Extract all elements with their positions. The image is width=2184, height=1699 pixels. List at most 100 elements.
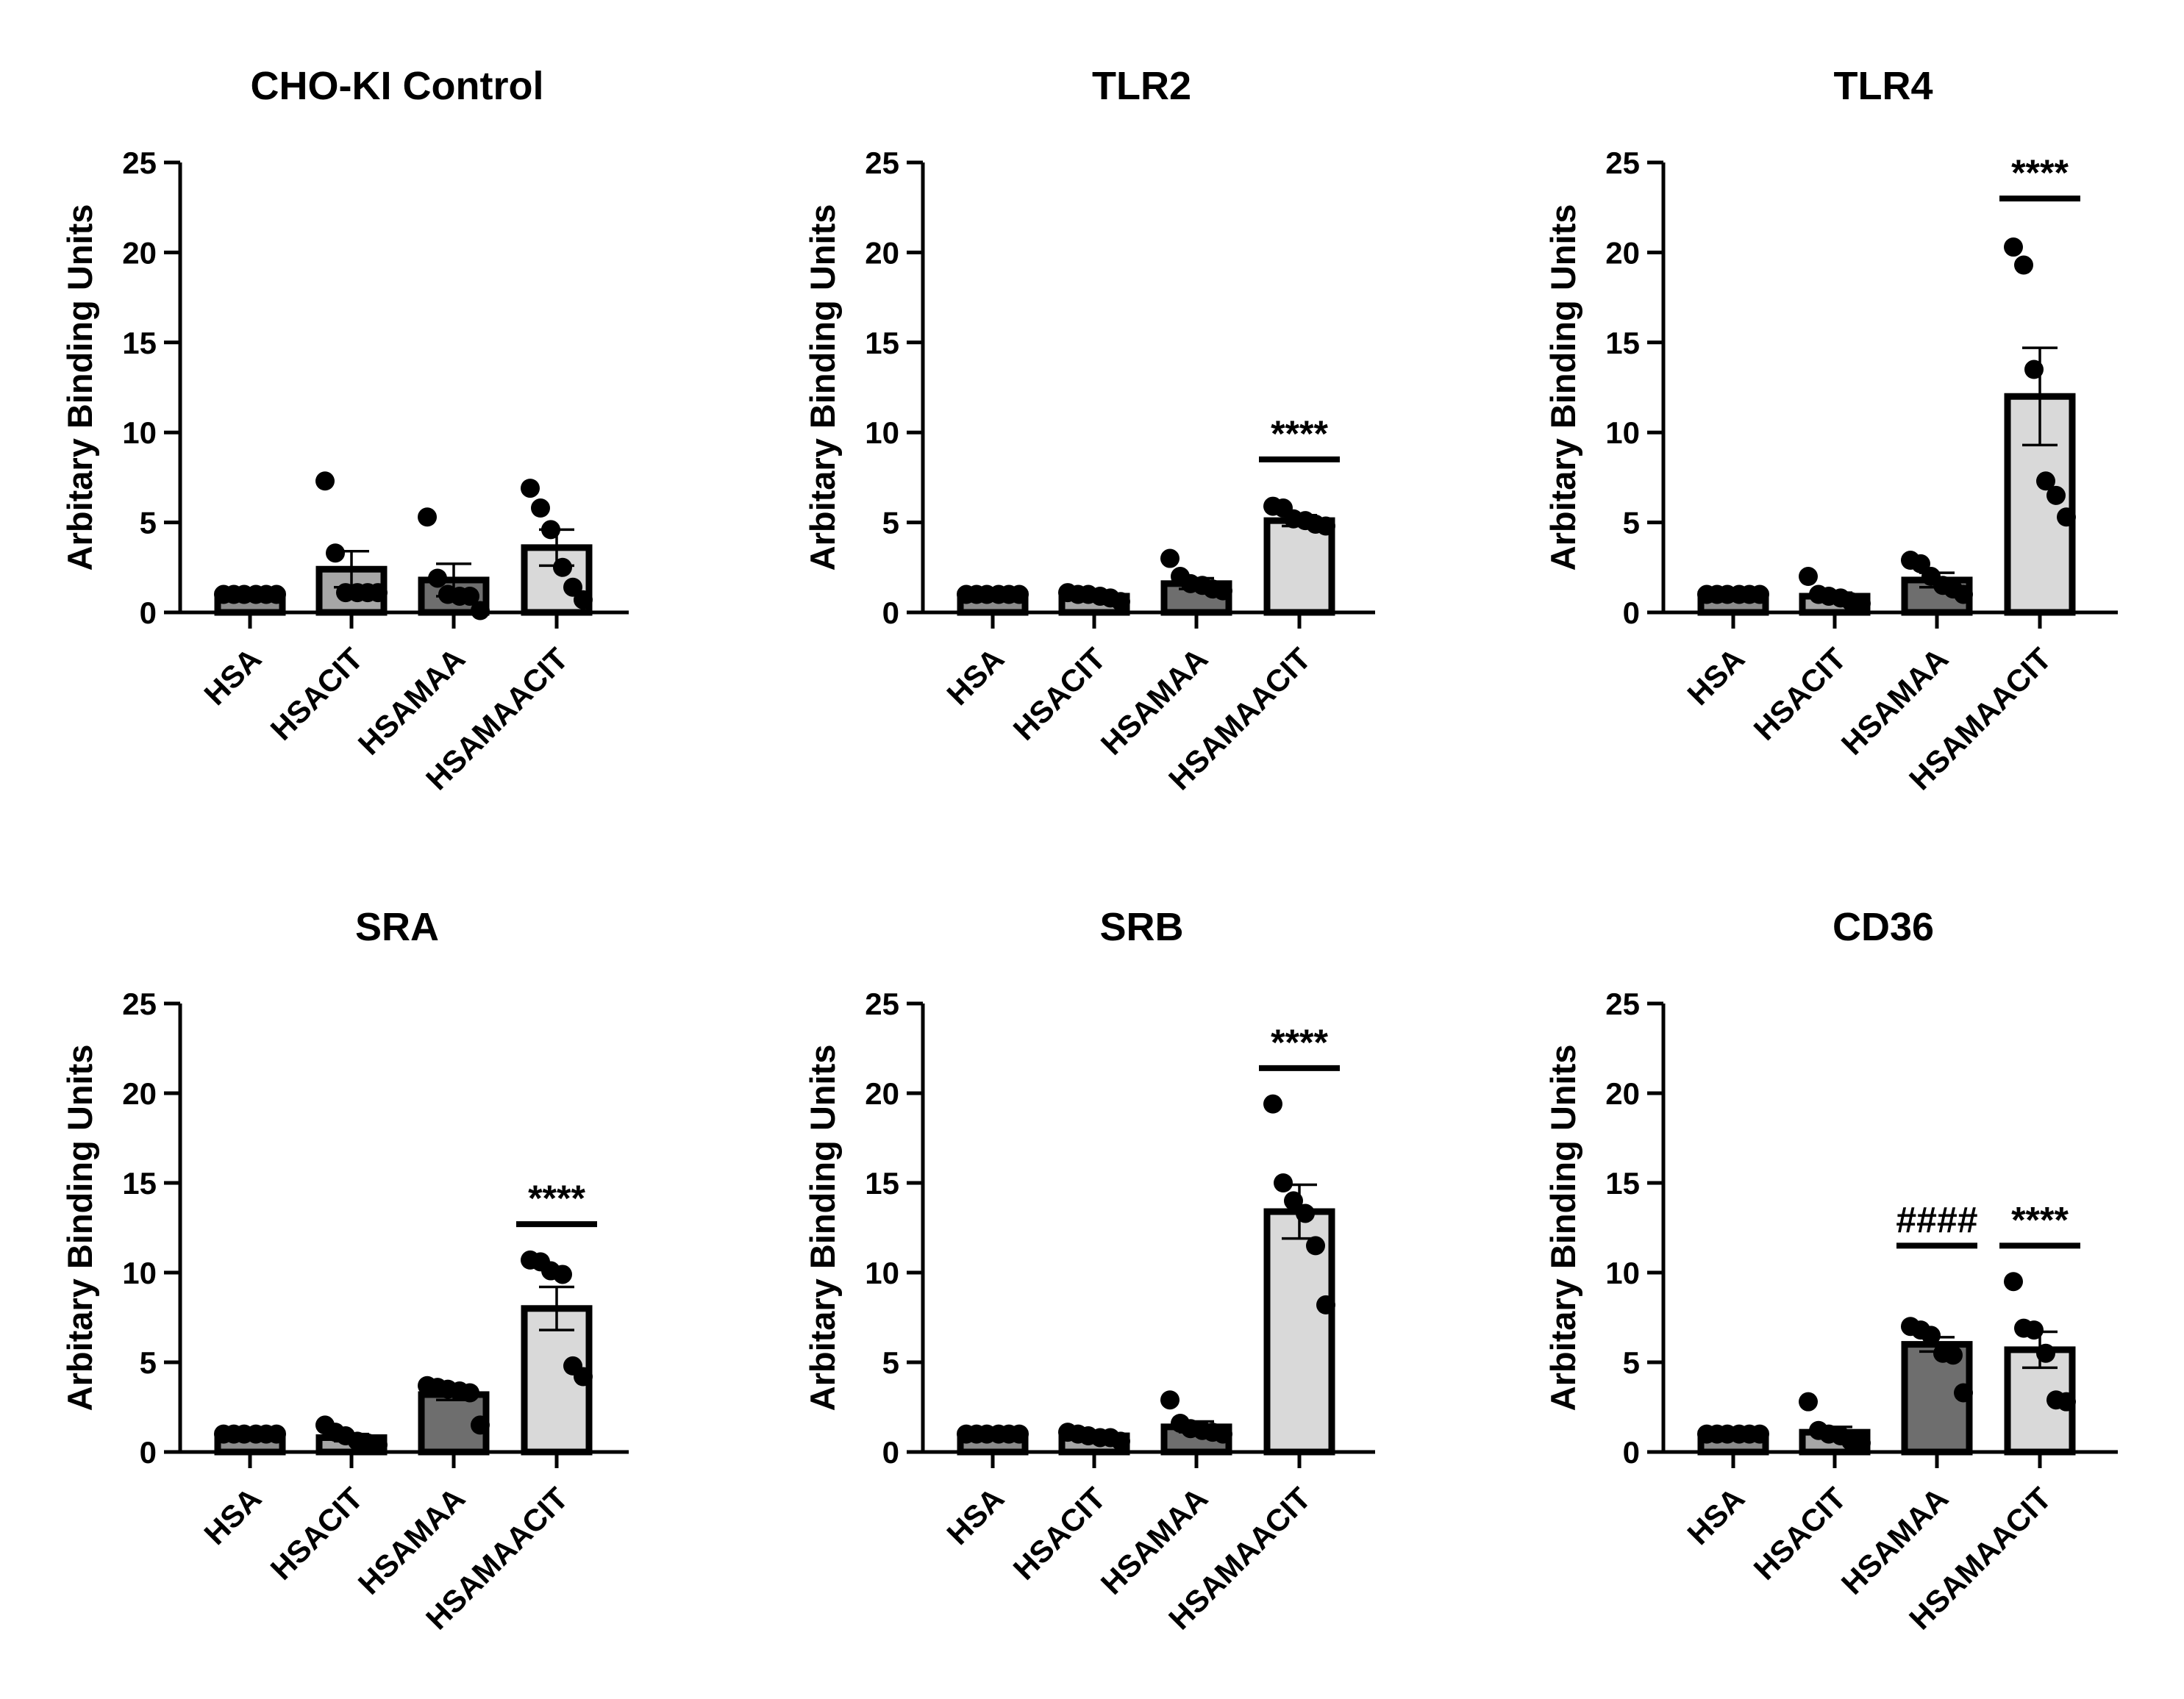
data-point [531, 498, 550, 518]
data-point [574, 1367, 593, 1387]
data-point [1954, 1383, 1973, 1403]
y-tick-label: 10 [865, 415, 899, 450]
y-tick-label: 0 [1623, 595, 1640, 630]
data-point [1263, 1094, 1282, 1114]
y-tick-label: 10 [122, 1256, 157, 1290]
data-point [1921, 1326, 1941, 1345]
data-point [2004, 1272, 2023, 1292]
chart-panel-3: SRA Arbitary Binding Units 0 5 10 15 20 25 HSAHS… [60, 905, 629, 1637]
data-point [1111, 592, 1130, 612]
y-axis-label: Arbitary Binding Units [60, 204, 99, 571]
data-point [1852, 593, 1871, 613]
y-tick-label: 25 [1605, 987, 1640, 1021]
data-point [1799, 1392, 1818, 1412]
data-point [460, 1383, 479, 1403]
y-tick-label: 20 [1605, 235, 1640, 270]
y-tick-label: 15 [865, 1166, 899, 1201]
data-point [1911, 554, 1930, 573]
x-tick-label: HSACIT [1007, 641, 1113, 747]
chart-title: SRB [1099, 905, 1183, 949]
x-tick-label: HSACIT [1747, 1481, 1853, 1587]
significance-label: **** [1271, 413, 1328, 454]
y-tick-label: 25 [122, 146, 157, 180]
y-tick-label: 25 [865, 146, 899, 180]
significance-label: **** [528, 1178, 585, 1219]
y-axis-label: Arbitary Binding Units [1544, 204, 1582, 571]
y-tick-label: 5 [140, 506, 157, 540]
chart-title: SRA [355, 905, 439, 949]
chart-title: TLR4 [1834, 64, 1933, 108]
data-point [368, 583, 388, 603]
data-point [2057, 507, 2076, 527]
data-point [1944, 1345, 1963, 1365]
y-tick-label: 10 [1605, 415, 1640, 450]
data-point [1799, 567, 1818, 587]
y-tick-label: 10 [1605, 1256, 1640, 1290]
significance-label: **** [2011, 152, 2069, 193]
data-point [1274, 1173, 1293, 1192]
chart-panel-0: CHO-KI Control Arbitary Binding Units 0 5 10… [60, 64, 629, 797]
y-tick-label: 25 [865, 987, 899, 1021]
data-point [460, 586, 479, 606]
data-point [428, 568, 447, 588]
y-tick-label: 15 [865, 326, 899, 360]
chart-panel-5: CD36 Arbitary Binding Units 0 5 10 15 20 25 HSAH… [1544, 905, 2118, 1637]
data-point [1284, 1191, 1303, 1211]
y-axis-label: Arbitary Binding Units [60, 1045, 99, 1412]
y-tick-label: 5 [1623, 1345, 1640, 1380]
data-point [553, 557, 572, 577]
data-point [1852, 1433, 1871, 1453]
data-point [1160, 1390, 1180, 1410]
data-point [471, 601, 490, 620]
data-point [1213, 1424, 1232, 1444]
y-tick-label: 20 [122, 1076, 157, 1111]
significance-label: **** [1271, 1022, 1328, 1063]
y-tick-label: 10 [122, 415, 157, 450]
y-tick-label: 15 [1605, 1166, 1640, 1201]
x-tick-label: HSACIT [1747, 641, 1853, 747]
y-tick-label: 5 [882, 1345, 899, 1380]
data-point [267, 584, 286, 604]
data-point [471, 1415, 490, 1435]
y-tick-label: 0 [1623, 1435, 1640, 1470]
data-point [418, 507, 437, 527]
y-tick-label: 20 [1605, 1076, 1640, 1111]
data-point [2036, 1343, 2055, 1363]
data-point [2004, 237, 2023, 257]
x-tick-label: HSACIT [264, 641, 370, 747]
y-tick-label: 25 [122, 987, 157, 1021]
data-point [574, 590, 593, 609]
y-tick-label: 15 [1605, 326, 1640, 360]
data-point [2024, 360, 2044, 379]
y-tick-label: 20 [865, 235, 899, 270]
data-point [2024, 1320, 2044, 1340]
x-tick-label: HSACIT [264, 1481, 370, 1587]
y-tick-label: 5 [140, 1345, 157, 1380]
data-point [563, 577, 582, 597]
chart-panel-2: TLR4 Arbitary Binding Units 0 5 10 15 20 25 HSAH… [1544, 64, 2118, 797]
data-point [521, 479, 540, 498]
data-point [1213, 581, 1232, 601]
y-axis-label: Arbitary Binding Units [803, 204, 842, 571]
chart-panel-4: SRB Arbitary Binding Units 0 5 10 15 20 25 HSAHS… [803, 905, 1375, 1637]
data-point [368, 1435, 388, 1455]
data-point [541, 520, 560, 540]
data-point [2057, 1392, 2076, 1412]
chart-panel-1: TLR2 Arbitary Binding Units 0 5 10 15 20 25 HSAH… [803, 64, 1375, 797]
data-point [2046, 485, 2066, 505]
data-point [553, 1265, 572, 1284]
data-point [2036, 471, 2055, 491]
significance-label: #### [1896, 1199, 1977, 1240]
chart-title: CD36 [1833, 905, 1934, 949]
x-tick-label: HSA [940, 641, 1010, 712]
y-tick-label: 10 [865, 1256, 899, 1290]
y-tick-label: 25 [1605, 146, 1640, 180]
bar-hsamaacit [1263, 517, 1335, 616]
y-axis-label: Arbitary Binding Units [1544, 1045, 1582, 1412]
x-tick-label: HSA [197, 641, 268, 712]
y-axis-label: Arbitary Binding Units [803, 1045, 842, 1412]
data-point [1010, 1424, 1029, 1444]
data-point [315, 471, 335, 491]
x-tick-label: HSA [1680, 1481, 1751, 1551]
